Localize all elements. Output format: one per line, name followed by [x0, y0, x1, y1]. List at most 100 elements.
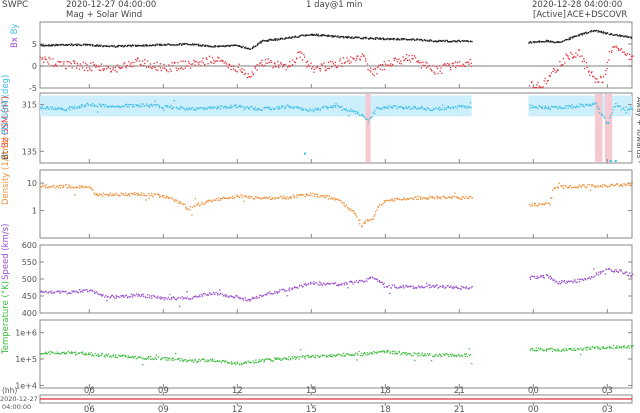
temperature-point: [138, 356, 140, 358]
speed-point: [130, 296, 132, 298]
temperature-point: [276, 358, 278, 360]
bz-point: [75, 67, 78, 69]
speed-point: [433, 285, 435, 287]
density-point: [408, 197, 410, 200]
speed-point: [167, 296, 169, 299]
density-point: [130, 192, 133, 194]
temperature-point: [164, 357, 167, 359]
bt-point: [342, 35, 344, 38]
phi-point: [382, 106, 384, 109]
speed-point: [133, 294, 135, 296]
speed-point: [571, 280, 573, 282]
temperature-point: [65, 352, 67, 355]
bt-point: [299, 35, 301, 37]
temperature-point: [219, 360, 221, 362]
bt-point: [56, 44, 58, 46]
bz-point: [120, 67, 122, 69]
bt-point: [471, 40, 473, 43]
active-mode[interactable]: [Active]: [533, 10, 566, 20]
density-point: [413, 196, 416, 199]
density-point: [143, 195, 145, 197]
bz-point: [233, 65, 235, 67]
density-point: [365, 220, 367, 222]
bt-point: [328, 34, 330, 37]
phi-point: [251, 105, 253, 108]
temperature-point: [570, 348, 572, 350]
temperature-point: [112, 354, 114, 356]
speed-point: [412, 287, 414, 289]
bz-point: [430, 69, 433, 71]
speed-point: [550, 277, 553, 279]
phi-point: [399, 106, 401, 108]
temperature-point: [551, 350, 554, 352]
bt-point: [203, 45, 206, 47]
density-point: [314, 193, 316, 196]
speed-point: [161, 297, 163, 299]
density-point: [71, 186, 73, 188]
bz-point: [41, 58, 43, 60]
density-point: [237, 195, 239, 197]
bz-point: [114, 70, 116, 72]
phi-point: [72, 108, 74, 110]
bz-point: [97, 65, 99, 68]
temperature-point: [448, 355, 450, 358]
speed-point: [66, 293, 69, 295]
speed-point: [54, 291, 56, 293]
sector-alert-band: [595, 94, 603, 162]
temperature-point: [569, 348, 571, 351]
density-point: [462, 196, 465, 198]
bz-point: [416, 61, 418, 63]
bt-point: [198, 43, 200, 45]
bz-point: [408, 59, 410, 61]
phi-point: [139, 106, 141, 108]
bt-point: [213, 46, 215, 48]
phi-point: [53, 108, 55, 110]
speed-point: [284, 289, 286, 291]
temperature-point: [133, 356, 135, 358]
bt-point: [379, 37, 381, 39]
temperature-point: [181, 358, 183, 360]
temperature-point: [301, 356, 303, 358]
temperature-point: [155, 354, 157, 356]
bz-point: [625, 54, 627, 56]
bz-point: [606, 68, 608, 70]
phi-point: [84, 104, 86, 106]
phi-point: [160, 107, 163, 109]
density-point: [141, 192, 143, 194]
speed-point: [232, 296, 234, 298]
phi-point: [325, 106, 327, 108]
bt-point: [376, 37, 378, 39]
speed-point: [288, 290, 290, 292]
density-point: [340, 200, 342, 202]
phi-point: [579, 103, 581, 105]
bt-point: [55, 43, 57, 45]
temperature-point: [59, 353, 61, 355]
speed-point: [568, 280, 570, 282]
bt-point: [328, 35, 330, 37]
temperature-point: [333, 354, 336, 356]
speed-point: [530, 275, 533, 277]
bz-point: [539, 86, 542, 88]
temperature-point: [278, 358, 280, 360]
bt-point: [384, 38, 386, 40]
density-point: [332, 197, 334, 199]
bt-point: [312, 34, 314, 36]
phi-point: [376, 106, 378, 109]
density-point: [451, 197, 453, 199]
phi-point: [598, 108, 600, 110]
temperature-point: [83, 353, 86, 355]
speed-point: [298, 285, 301, 287]
speed-point: [201, 295, 204, 297]
temperature-point: [568, 348, 570, 350]
temperature-point: [220, 361, 222, 364]
phi-point: [306, 109, 308, 111]
bz-point: [313, 71, 315, 73]
speed-point: [328, 282, 330, 285]
phi-point: [557, 108, 559, 110]
density-point: [348, 209, 350, 211]
bt-point: [557, 41, 559, 43]
speed-point: [282, 288, 285, 290]
bz-point: [270, 59, 272, 62]
bt-point: [235, 44, 237, 47]
bt-point: [597, 30, 600, 32]
